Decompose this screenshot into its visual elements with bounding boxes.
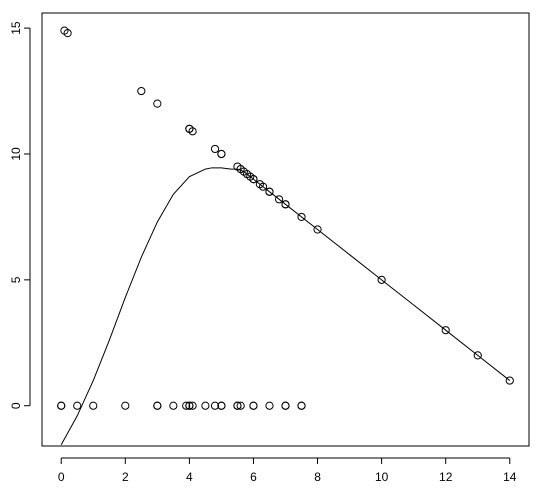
scatter-point xyxy=(182,401,191,410)
scatter-point xyxy=(473,351,482,360)
scatter-point xyxy=(233,401,242,410)
scatter-point xyxy=(210,401,220,410)
y-tick-label: 15 xyxy=(9,21,23,35)
scatter-point xyxy=(188,401,197,410)
x-tick-label: 12 xyxy=(439,470,453,484)
scatter-point xyxy=(210,144,220,154)
plot-frame xyxy=(41,12,530,447)
scatter-point xyxy=(281,401,290,410)
scatter-points-series xyxy=(57,26,514,410)
scatter-point xyxy=(297,212,306,222)
scatter-point xyxy=(313,225,322,234)
scatter-point xyxy=(153,401,162,410)
x-tick-label: 4 xyxy=(186,470,193,484)
scatter-point xyxy=(121,401,130,410)
scatter-point xyxy=(169,401,178,410)
x-tick-label: 10 xyxy=(375,470,389,484)
y-axis: 0 5 10 15 xyxy=(9,21,31,409)
x-tick-label: 2 xyxy=(122,470,129,484)
scatter-point xyxy=(73,401,82,410)
fit-curve xyxy=(60,167,511,445)
scatter-point xyxy=(505,376,514,385)
scatter-point xyxy=(297,401,306,410)
scatter-point xyxy=(236,401,245,410)
scatter-point xyxy=(249,175,258,184)
x-axis: 0 2 4 6 8 10 12 14 xyxy=(58,457,517,484)
scatter-point xyxy=(63,29,72,38)
scatter-point xyxy=(265,187,274,196)
scatter-point xyxy=(57,401,66,410)
y-tick-label: 10 xyxy=(9,147,23,161)
scatter-point xyxy=(281,200,290,209)
y-tick-label: 0 xyxy=(9,402,23,409)
scatter-point xyxy=(137,86,146,96)
scatter-point xyxy=(441,326,450,335)
scatter-point xyxy=(153,99,162,108)
scatter-point xyxy=(217,401,226,410)
scatter-point xyxy=(188,127,197,136)
scatter-point xyxy=(201,401,210,410)
fit-curve-series xyxy=(60,167,511,445)
scatter-point xyxy=(217,149,226,159)
scatter-point xyxy=(89,401,98,410)
x-tick-label: 0 xyxy=(58,470,65,484)
scatter-point xyxy=(249,401,258,410)
x-tick-label: 14 xyxy=(503,470,517,484)
x-tick-label: 6 xyxy=(250,470,257,484)
x-tick-label: 8 xyxy=(314,470,321,484)
scatter-point xyxy=(377,275,386,284)
scatter-point xyxy=(274,195,284,204)
y-tick-label: 5 xyxy=(9,276,23,283)
scatter-point xyxy=(185,401,194,410)
scatter-point xyxy=(258,182,268,191)
scatter-point xyxy=(265,401,274,410)
